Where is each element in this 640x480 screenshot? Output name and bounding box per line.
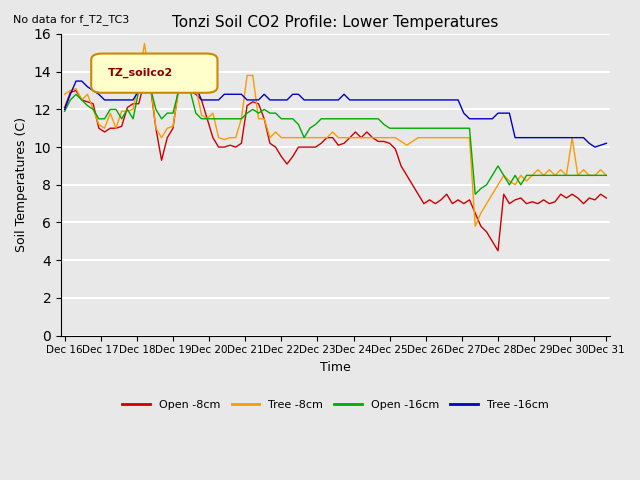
Title: Tonzi Soil CO2 Profile: Lower Temperatures: Tonzi Soil CO2 Profile: Lower Temperatur… <box>172 15 499 30</box>
Tree -16cm <box>72 78 80 84</box>
Tree -8cm <box>357 135 365 141</box>
Open -8cm <box>135 101 143 107</box>
Open -16cm <box>220 116 228 121</box>
Tree -8cm <box>568 135 576 141</box>
Open -16cm <box>340 116 348 121</box>
Tree -8cm <box>220 137 228 143</box>
X-axis label: Time: Time <box>320 361 351 374</box>
Text: No data for f_T2_TC3: No data for f_T2_TC3 <box>13 14 129 25</box>
Tree -8cm <box>135 78 143 84</box>
Tree -16cm <box>563 135 570 141</box>
Open -8cm <box>300 144 308 150</box>
Line: Tree -16cm: Tree -16cm <box>65 81 606 147</box>
Line: Tree -8cm: Tree -8cm <box>65 43 606 226</box>
Open -16cm <box>471 192 479 197</box>
Tree -8cm <box>471 223 479 229</box>
Y-axis label: Soil Temperatures (C): Soil Temperatures (C) <box>15 117 28 252</box>
Text: TZ_soilco2: TZ_soilco2 <box>108 67 173 78</box>
Line: Open -16cm: Open -16cm <box>65 87 606 194</box>
Open -8cm <box>568 192 576 197</box>
Tree -16cm <box>357 97 365 103</box>
Open -8cm <box>494 248 502 253</box>
Open -8cm <box>220 144 228 150</box>
Tree -16cm <box>61 107 68 112</box>
Line: Open -8cm: Open -8cm <box>65 81 606 251</box>
Open -16cm <box>568 172 576 178</box>
Tree -16cm <box>300 97 308 103</box>
Tree -16cm <box>591 144 599 150</box>
Open -16cm <box>357 116 365 121</box>
Open -16cm <box>602 172 610 178</box>
Legend: Open -8cm, Tree -8cm, Open -16cm, Tree -16cm: Open -8cm, Tree -8cm, Open -16cm, Tree -… <box>118 396 553 414</box>
Tree -16cm <box>220 91 228 97</box>
Tree -8cm <box>300 135 308 141</box>
Open -8cm <box>602 195 610 201</box>
Open -8cm <box>141 78 148 84</box>
Tree -8cm <box>340 135 348 141</box>
Tree -8cm <box>141 40 148 46</box>
Tree -8cm <box>602 172 610 178</box>
Open -16cm <box>61 108 68 114</box>
Open -8cm <box>61 105 68 110</box>
Open -16cm <box>300 135 308 141</box>
Open -8cm <box>340 141 348 146</box>
Tree -16cm <box>602 141 610 146</box>
Open -16cm <box>141 84 148 90</box>
Open -16cm <box>135 88 143 94</box>
Tree -16cm <box>340 91 348 97</box>
FancyBboxPatch shape <box>92 54 218 93</box>
Tree -8cm <box>61 91 68 97</box>
Tree -16cm <box>141 78 148 84</box>
Open -8cm <box>357 135 365 141</box>
